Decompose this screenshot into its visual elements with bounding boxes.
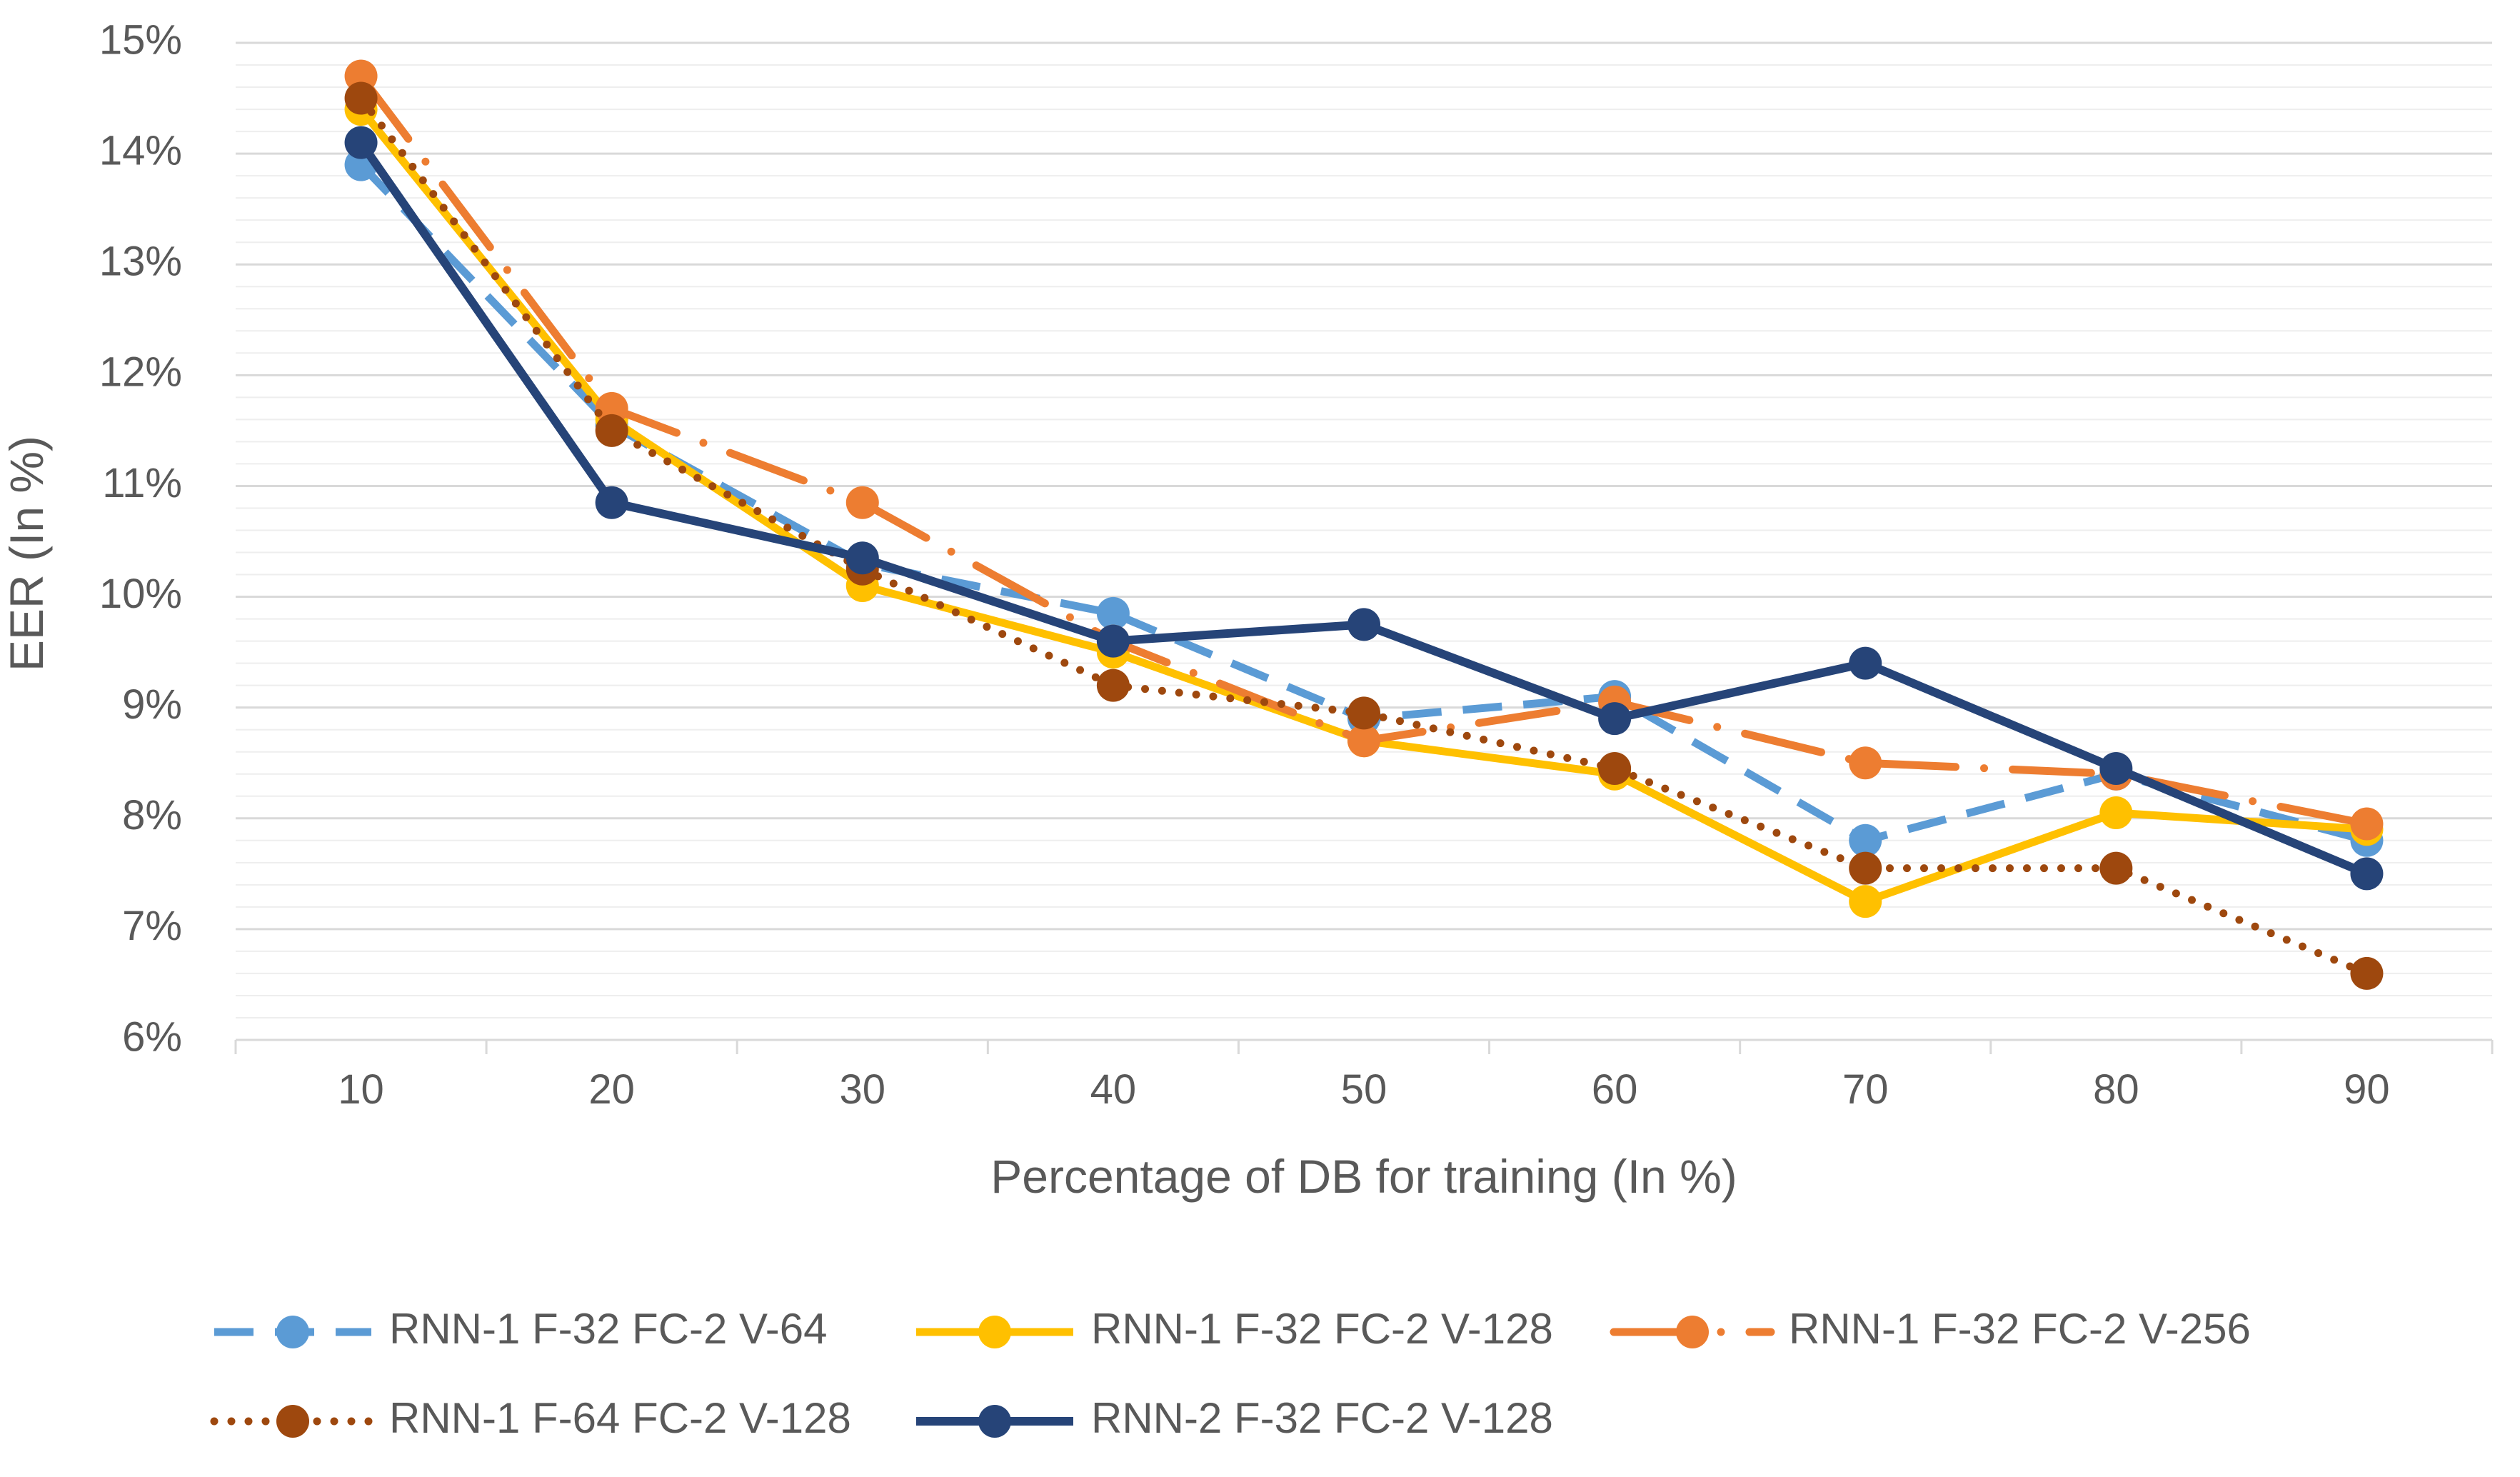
data-point	[1598, 702, 1632, 736]
y-tick-label: 11%	[102, 460, 182, 506]
legend: RNN-1 F-32 FC-2 V-64 RNN-1 F-32 FC-2 V-12…	[210, 1305, 2251, 1442]
data-point	[845, 541, 879, 575]
y-tick-label: 14%	[99, 127, 182, 174]
x-tick-label: 80	[2093, 1066, 2139, 1113]
legend-swatch-marker	[276, 1405, 309, 1438]
data-point	[1096, 624, 1130, 658]
legend-label: RNN-1 F-32 FC-2 V-128	[1091, 1305, 1553, 1353]
x-tick-label: 50	[1341, 1066, 1387, 1113]
data-point	[344, 126, 378, 159]
y-tick-label: 15%	[99, 16, 182, 63]
data-point	[1347, 724, 1380, 758]
data-point	[1849, 746, 1882, 780]
data-point	[1347, 608, 1380, 641]
data-point	[1849, 646, 1882, 680]
x-tick-label: 60	[1592, 1066, 1638, 1113]
data-point	[2350, 857, 2384, 891]
x-axis: 10 20 30 40 50 60 70 80 90	[234, 1038, 2494, 1113]
legend-label: RNN-1 F-64 FC-2 V-128	[389, 1394, 851, 1442]
data-point	[1849, 823, 1882, 857]
x-tick-label: 40	[1090, 1066, 1137, 1113]
y-tick-label: 13%	[99, 239, 182, 285]
y-tick-label: 7%	[122, 903, 182, 949]
series-2	[344, 93, 2384, 918]
data-point	[595, 414, 628, 447]
series-5	[344, 126, 2384, 891]
data-point	[2350, 956, 2384, 990]
plot-series	[344, 59, 2384, 990]
legend-label: RNN-2 F-32 FC-2 V-128	[1091, 1394, 1553, 1442]
y-tick-label: 12%	[99, 349, 182, 396]
y-tick-label: 6%	[122, 1013, 182, 1060]
legend-swatch-marker	[978, 1405, 1011, 1438]
data-point	[1096, 669, 1130, 702]
x-tick-label: 90	[2344, 1066, 2390, 1113]
legend-item: RNN-1 F-32 FC-2 V-128	[916, 1305, 1553, 1353]
gridlines	[236, 41, 2492, 1041]
y-axis-title: EER (In %)	[0, 436, 53, 671]
x-tick-label: 70	[1842, 1066, 1889, 1113]
x-tick-label: 10	[338, 1066, 384, 1113]
series-line	[357, 94, 2371, 978]
data-point	[1598, 751, 1632, 785]
y-tick-label: 9%	[122, 681, 182, 728]
series-4	[344, 81, 2384, 990]
data-point	[1849, 851, 1882, 885]
data-point	[2099, 851, 2133, 885]
legend-swatch-marker	[978, 1316, 1011, 1348]
series-line	[358, 106, 2367, 906]
data-point	[2099, 751, 2133, 785]
data-point	[595, 486, 628, 519]
data-point	[1849, 885, 1882, 918]
data-point	[2350, 807, 2384, 841]
legend-swatch-marker	[276, 1316, 309, 1348]
legend-item: RNN-1 F-32 FC-2 V-256	[1610, 1305, 2251, 1353]
legend-label: RNN-1 F-32 FC-2 V-64	[389, 1305, 827, 1353]
data-point	[1347, 696, 1380, 730]
legend-item: RNN-1 F-32 FC-2 V-64	[214, 1305, 827, 1353]
x-axis-title: Percentage of DB for training (In %)	[990, 1150, 1737, 1203]
data-point	[2099, 796, 2133, 830]
x-tick-label: 30	[840, 1066, 886, 1113]
legend-swatch-marker	[1676, 1316, 1709, 1348]
legend-item: RNN-1 F-64 FC-2 V-128	[210, 1394, 851, 1442]
x-tick-label: 20	[588, 1066, 635, 1113]
data-point	[1096, 596, 1130, 630]
data-point	[344, 81, 378, 115]
y-axis: 6% 7% 8% 9% 10% 11% 12% 13% 14% 15%	[99, 16, 182, 1060]
legend-label: RNN-1 F-32 FC-2 V-256	[1789, 1305, 2251, 1353]
data-point	[845, 486, 879, 519]
legend-item: RNN-2 F-32 FC-2 V-128	[916, 1394, 1553, 1442]
y-tick-label: 8%	[122, 792, 182, 838]
y-tick-label: 10%	[99, 571, 182, 617]
